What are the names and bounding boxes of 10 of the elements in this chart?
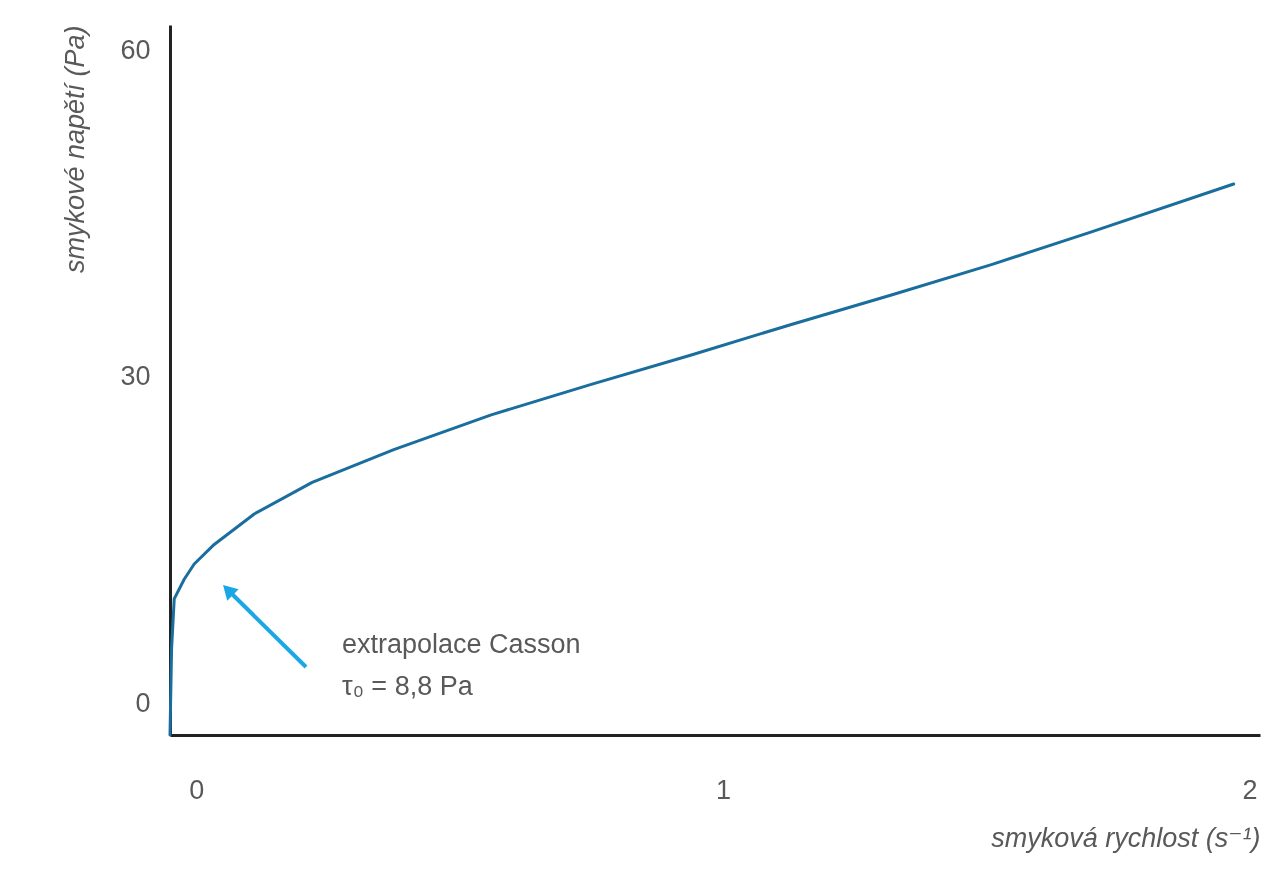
y-tick-label: 60 [120,34,151,65]
x-tick-label: 1 [715,774,731,805]
annotation: extrapolace Casson τ₀ = 8,8 Pa [342,629,581,701]
y-axis-title: smykové napětí (Pa) [60,25,91,274]
x-axis-title: smyková rychlost (s⁻¹) [991,822,1261,853]
y-tick-label: 30 [120,361,151,392]
x-tick-label: 0 [189,774,205,805]
line-series [168,182,1236,737]
x-tick-label: 2 [1242,774,1258,805]
y-tick-label: 0 [135,687,151,718]
